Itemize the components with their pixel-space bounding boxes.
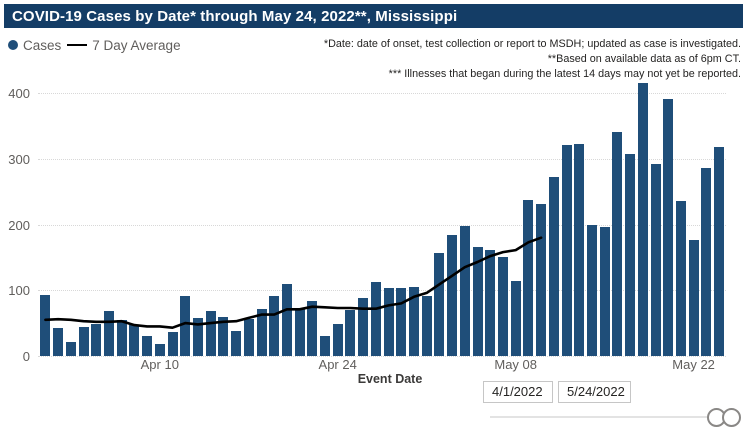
bar-may-16[interactable] [612,131,623,356]
bar-may-12[interactable] [561,144,572,356]
gridline-y-0 [38,356,726,357]
gridline-y-300 [38,158,726,160]
bar-apr-23[interactable] [320,335,330,356]
bar-apr-16[interactable] [231,331,242,356]
bar-apr-1[interactable] [40,294,51,356]
bar-apr-13[interactable] [192,317,203,356]
x-tick-label-apr-10: Apr 10 [140,357,179,372]
bar-may-3[interactable] [447,235,458,356]
footnotes: *Date: date of onset, test collection or… [324,37,741,81]
bar-apr-27[interactable] [370,281,381,356]
bar-apr-11[interactable] [167,332,178,356]
bar-may-4[interactable] [459,225,470,356]
bar-may-19[interactable] [650,164,661,356]
bar-apr-19[interactable] [269,295,280,356]
bar-may-18[interactable] [637,83,648,356]
footnote-reporting-lag: *** Illnesses that began during the late… [388,67,741,80]
bar-may-8[interactable] [510,281,521,356]
bar-apr-10[interactable] [154,343,165,356]
bar-apr-28[interactable] [383,287,394,356]
footnote-data-as-of: **Based on available data as of 6pm CT. [547,52,741,65]
bar-apr-6[interactable] [104,311,114,356]
bar-apr-26[interactable] [358,298,369,356]
bar-apr-5[interactable] [91,324,102,356]
start-date-input[interactable]: 4/1/2022 [483,381,553,403]
y-tick-label-100: 100 [8,283,30,299]
bar-apr-3[interactable] [65,341,76,356]
bar-apr-9[interactable] [142,335,153,356]
bar-may-17[interactable] [625,153,636,356]
bar-apr-7[interactable] [116,319,127,356]
bar-may-20[interactable] [663,98,674,356]
report-title: COVID-19 Cases by Date* through May 24, … [12,7,458,25]
bar-may-7[interactable] [498,257,508,356]
gridline-y-400 [38,93,726,94]
legend-item-cases[interactable]: Cases [8,38,61,53]
bar-may-2[interactable] [434,253,445,356]
legend-avg-label: 7 Day Average [92,37,181,53]
date-range-slider-track[interactable] [490,416,708,418]
bar-apr-21[interactable] [294,308,305,356]
bar-apr-24[interactable] [332,323,343,356]
bar-apr-20[interactable] [281,283,292,356]
report-title-bar: COVID-19 Cases by Date* through May 24, … [4,4,743,28]
bar-may-24[interactable] [714,146,724,356]
bar-may-22[interactable] [688,239,699,356]
bar-may-13[interactable] [574,144,585,356]
y-tick-label-200: 200 [8,217,30,233]
y-tick-label-300: 300 [8,151,30,167]
legend-cases-label: Cases [23,37,62,53]
bar-may-11[interactable] [548,176,559,356]
bar-may-5[interactable] [472,246,483,356]
avg-line-swatch-icon [67,43,88,47]
gridline-y-200 [38,224,726,226]
bar-apr-15[interactable] [218,316,229,356]
x-tick-label-may-08: May 08 [494,357,538,372]
bar-apr-14[interactable] [205,310,216,356]
gridline-y-100 [38,290,726,292]
x-tick-label-apr-24: Apr 24 [318,357,357,372]
bar-apr-17[interactable] [243,319,254,356]
bar-apr-12[interactable] [180,296,191,356]
bar-apr-4[interactable] [78,327,89,356]
bar-may-10[interactable] [536,203,547,356]
bar-apr-2[interactable] [53,328,64,356]
bar-apr-18[interactable] [256,309,267,356]
end-date-input[interactable]: 5/24/2022 [558,381,631,403]
y-tick-label-400: 400 [8,86,30,101]
bar-apr-22[interactable] [307,300,318,356]
bar-may-15[interactable] [599,226,610,356]
bar-apr-25[interactable] [345,310,356,356]
x-axis-title: Event Date [357,372,423,386]
legend-item-avg[interactable]: 7 Day Average [67,37,181,53]
bar-apr-30[interactable] [409,287,419,356]
y-tick-label-0: 0 [22,349,30,364]
bar-may-1[interactable] [421,296,432,356]
bar-may-23[interactable] [701,168,712,356]
bar-may-21[interactable] [675,200,686,356]
bar-may-14[interactable] [586,224,597,356]
cases-dot-icon [8,40,18,50]
bar-may-9[interactable] [523,200,534,356]
bar-may-6[interactable] [485,249,496,356]
x-tick-label-may-22: May 22 [672,357,715,372]
bar-apr-8[interactable] [129,325,140,356]
bar-apr-29[interactable] [396,287,407,356]
legend: Cases 7 Day Average [8,36,181,54]
date-range-slider-handle-end[interactable] [722,408,741,427]
footnote-date-definition: *Date: date of onset, test collection or… [323,38,741,50]
